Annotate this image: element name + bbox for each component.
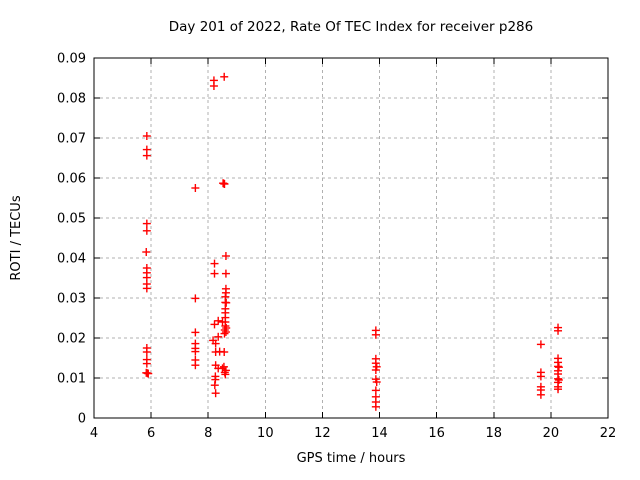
data-point xyxy=(219,362,228,371)
grid-lines xyxy=(94,58,608,418)
data-point xyxy=(371,366,380,374)
tick-labels: 4 6 8 10 12 14 16 18 20 22 0 0.01 0.02 0.03 0.04 0.05 0.… xyxy=(57,52,616,442)
data-point xyxy=(214,332,223,341)
y-tick-label: 0.08 xyxy=(57,92,86,107)
y-tick-label: 0.09 xyxy=(57,52,86,67)
y-axis-label: ROTI / TECUs xyxy=(9,195,24,280)
x-tick-label: 6 xyxy=(147,426,155,441)
data-point xyxy=(221,269,230,278)
data-point xyxy=(144,369,153,378)
data-point xyxy=(221,370,230,379)
data-point xyxy=(142,248,151,256)
data-point xyxy=(220,72,229,81)
data-point xyxy=(191,294,200,303)
x-tick-label: 12 xyxy=(314,426,331,441)
data-point xyxy=(142,219,151,228)
y-tick-label: 0.05 xyxy=(57,212,86,227)
chart-title: Day 201 of 2022, Rate Of TEC Index for r… xyxy=(169,19,533,35)
x-tick-label: 8 xyxy=(204,426,212,441)
data-point xyxy=(221,328,230,336)
data-point xyxy=(210,320,219,329)
y-tick-label: 0 xyxy=(78,412,86,427)
data-point xyxy=(371,330,380,339)
data-point xyxy=(536,390,545,399)
data-point xyxy=(221,252,230,260)
data-point xyxy=(554,363,563,372)
data-point xyxy=(536,372,545,381)
data-point xyxy=(191,347,200,356)
data-point xyxy=(222,298,231,307)
data-point xyxy=(554,385,563,394)
data-point xyxy=(210,381,219,390)
data-point xyxy=(142,226,151,235)
axis-ticks xyxy=(93,57,609,419)
data-point xyxy=(142,132,151,140)
data-point xyxy=(372,378,381,386)
x-axis-label: GPS time / hours xyxy=(297,451,406,466)
data-point xyxy=(191,184,200,192)
x-tick-label: 20 xyxy=(543,426,560,441)
data-points xyxy=(142,72,563,411)
data-point xyxy=(209,82,218,90)
data-point xyxy=(211,339,220,348)
data-point xyxy=(220,180,229,188)
data-point xyxy=(220,329,229,338)
data-point xyxy=(371,359,380,368)
data-point xyxy=(191,361,200,370)
y-tick-label: 0.01 xyxy=(57,372,86,387)
data-point xyxy=(142,348,151,356)
data-point xyxy=(210,259,219,268)
data-point xyxy=(371,402,380,411)
data-point xyxy=(142,359,151,368)
x-tick-label: 4 xyxy=(90,426,98,441)
data-point xyxy=(210,269,219,278)
x-tick-label: 14 xyxy=(371,426,388,441)
x-tick-label: 10 xyxy=(257,426,274,441)
data-point xyxy=(554,326,563,335)
x-tick-label: 22 xyxy=(600,426,617,441)
data-point xyxy=(142,151,151,160)
data-point xyxy=(536,340,545,349)
y-tick-label: 0.07 xyxy=(57,132,86,147)
y-tick-label: 0.03 xyxy=(57,292,86,307)
y-tick-label: 0.06 xyxy=(57,172,86,187)
plot-frame xyxy=(93,57,609,419)
x-tick-label: 16 xyxy=(428,426,445,441)
data-point xyxy=(191,328,200,337)
data-point xyxy=(220,348,229,356)
y-tick-label: 0.04 xyxy=(57,252,86,267)
data-point xyxy=(211,389,220,398)
plot-border xyxy=(93,57,609,419)
x-tick-label: 18 xyxy=(486,426,503,441)
data-point xyxy=(214,316,223,325)
data-point xyxy=(142,284,151,293)
y-tick-label: 0.02 xyxy=(57,332,86,347)
